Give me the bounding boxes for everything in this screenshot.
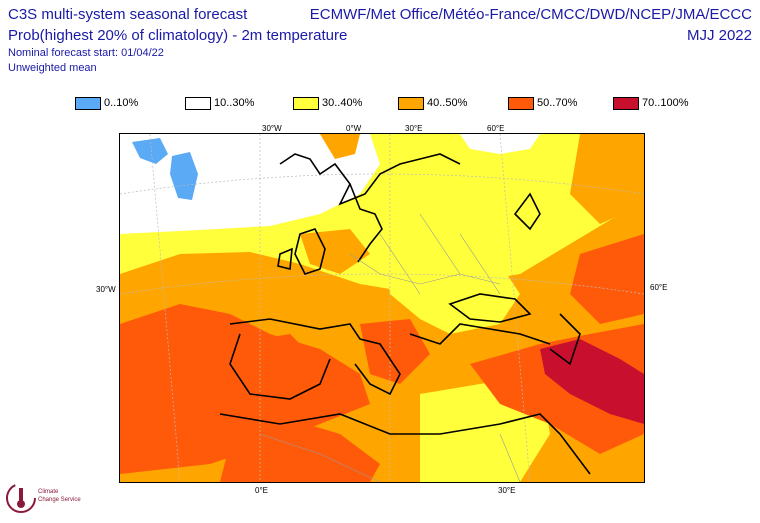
region-10-30-arctic bbox=[460, 134, 540, 154]
coord-top-0: 0°W bbox=[346, 124, 362, 133]
region-50-70-caspian bbox=[570, 234, 644, 324]
logo-text-line-2: Change Service bbox=[38, 497, 81, 503]
logo-text-line-1: Climate bbox=[38, 489, 59, 495]
title-line-1: C3S multi-system seasonal forecast bbox=[8, 6, 248, 23]
legend-label: 70..100% bbox=[642, 97, 689, 109]
season-label: MJJ 2022 bbox=[686, 27, 752, 44]
coastlines bbox=[219, 153, 591, 475]
title-line-2: Prob(highest 20% of climatology) - 2m te… bbox=[8, 27, 348, 44]
legend-item: 10..30% bbox=[185, 95, 254, 111]
graticule bbox=[120, 134, 644, 482]
legend: 0..10% 10..30% 30..40% 40..50% 50..70% 70..10… bbox=[75, 95, 715, 111]
legend-item: 40..50% bbox=[398, 95, 467, 111]
legend-item: 0..10% bbox=[75, 95, 138, 111]
map-canvas bbox=[120, 134, 644, 482]
region-0-10-greenland bbox=[132, 138, 168, 164]
region-50-70-iberia bbox=[230, 334, 320, 394]
legend-label: 50..70% bbox=[537, 97, 578, 109]
legend-swatch bbox=[185, 96, 211, 110]
region-50-70-iberia-atlantic bbox=[120, 304, 370, 474]
coord-top-30e: 30°E bbox=[405, 124, 423, 133]
legend-label: 0..10% bbox=[104, 97, 139, 109]
nominal-start: Nominal forecast start: 01/04/22 bbox=[8, 47, 164, 59]
coord-bottom-30e: 30°E bbox=[498, 486, 516, 495]
legend-swatch bbox=[75, 96, 101, 110]
coord-bottom-0: 0°E bbox=[255, 486, 268, 495]
legend-label: 40..50% bbox=[427, 97, 468, 109]
legend-swatch bbox=[293, 96, 319, 110]
country-borders bbox=[259, 213, 521, 482]
forecast-map bbox=[119, 133, 645, 483]
region-40-50-urals bbox=[570, 134, 644, 224]
legend-label: 30..40% bbox=[322, 97, 363, 109]
legend-item: 50..70% bbox=[508, 95, 577, 111]
coord-top-60e: 60°E bbox=[487, 124, 505, 133]
region-0-10-iceland-sea bbox=[170, 152, 198, 200]
coord-left-30w: 30°W bbox=[96, 285, 116, 294]
centres-list: ECMWF/Met Office/Météo-France/CMCC/DWD/N… bbox=[309, 6, 752, 23]
weighting-note: Unweighted mean bbox=[8, 62, 97, 74]
region-40-50-norway-sea bbox=[320, 134, 360, 159]
climate-logo-icon bbox=[6, 483, 36, 513]
legend-swatch bbox=[613, 96, 639, 110]
legend-item: 70..100% bbox=[613, 95, 688, 111]
coord-right-60e: 60°E bbox=[650, 283, 668, 292]
coord-top-30w: 30°W bbox=[262, 124, 282, 133]
legend-label: 10..30% bbox=[214, 97, 255, 109]
region-30-40-central bbox=[380, 234, 520, 334]
legend-swatch bbox=[508, 96, 534, 110]
copernicus-logo bbox=[4, 478, 104, 518]
legend-swatch bbox=[398, 96, 424, 110]
legend-item: 30..40% bbox=[293, 95, 362, 111]
region-40-50-britain bbox=[300, 229, 370, 274]
